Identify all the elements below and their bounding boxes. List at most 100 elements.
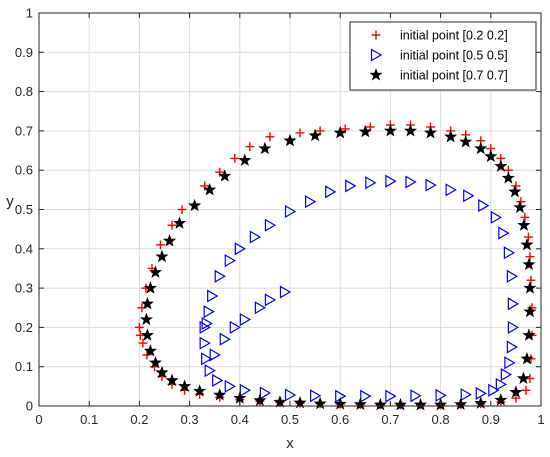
black-star-point: [283, 133, 297, 147]
blue-triangle-point: [488, 383, 500, 397]
blue-triangle-point: [239, 383, 252, 397]
black-star-point: [494, 159, 508, 172]
series-1: [199, 174, 520, 403]
x-tick-label: 0.9: [482, 412, 500, 427]
red-plus-point: [138, 338, 148, 348]
black-star-point: [403, 124, 418, 137]
blue-triangle-point: [435, 388, 447, 402]
red-plus-point: [177, 205, 187, 214]
legend-label: initial point [0.7 0.7]: [400, 69, 508, 83]
black-star-point: [193, 384, 207, 397]
black-star-point: [155, 365, 169, 379]
blue-triangle-point: [199, 320, 211, 334]
black-star-point: [203, 182, 217, 196]
blue-triangle-point: [325, 185, 337, 199]
black-star-point: [484, 149, 498, 163]
y-tick-label: 0: [26, 399, 33, 414]
black-star-point: [393, 397, 407, 411]
black-star-point: [188, 198, 202, 212]
legend-marker: [371, 30, 381, 40]
blue-triangle-point: [304, 195, 317, 209]
black-star-point: [233, 391, 247, 404]
blue-triangle-point: [385, 389, 397, 403]
red-plus-point: [526, 275, 536, 285]
blue-triangle-point: [284, 204, 297, 219]
red-plus-point: [511, 393, 521, 403]
black-star-point: [333, 126, 347, 139]
x-tick-label: 0.1: [80, 412, 98, 427]
blue-triangle-point: [203, 305, 215, 319]
blue-triangle-point: [264, 218, 277, 232]
blue-triangle-point: [234, 242, 246, 256]
blue-triangle-point: [201, 352, 213, 366]
blue-triangle-point: [264, 293, 277, 307]
legend: initial point [0.2 0.2] initial point [0.…: [349, 21, 537, 91]
black-star-point: [238, 153, 252, 166]
black-star-point: [308, 128, 322, 142]
blue-triangle-point: [284, 388, 297, 402]
blue-triangle-point: [199, 336, 211, 350]
y-tick-label: 0.4: [15, 241, 33, 256]
legend-item: initial point [0.7 0.7]: [369, 68, 508, 83]
series-2: [139, 124, 537, 411]
black-star-point: [444, 129, 458, 143]
black-star-point: [213, 388, 227, 401]
black-star-point: [353, 397, 367, 410]
blue-triangle-point: [360, 389, 372, 403]
blue-triangle-point: [207, 289, 219, 303]
red-plus-point: [525, 252, 535, 262]
blue-triangle-point: [204, 364, 216, 378]
black-star-point: [517, 218, 531, 231]
blue-triangle-point: [310, 389, 322, 403]
x-tick-label: 0.2: [130, 412, 148, 427]
blue-triangle-point: [506, 340, 519, 354]
x-axis-label: x: [286, 435, 294, 452]
black-star-point: [143, 344, 157, 357]
blue-triangle-point: [385, 174, 397, 188]
blue-triangle-point: [229, 320, 241, 334]
blue-triangle-point: [214, 269, 226, 283]
red-plus-point: [295, 128, 305, 138]
y-tick-label: 1: [26, 6, 33, 21]
y-tick-label: 0.6: [15, 163, 33, 178]
red-plus-point: [134, 322, 144, 332]
black-star-point: [140, 296, 154, 310]
red-plus-point: [167, 220, 177, 230]
x-tick-label: 1: [537, 412, 544, 427]
red-plus-point: [265, 132, 275, 142]
black-star-point: [513, 200, 527, 214]
legend-label: initial point [0.5 0.5]: [400, 49, 508, 63]
red-plus-point: [521, 385, 531, 395]
black-star-point: [148, 355, 162, 369]
x-tick-label: 0.6: [331, 412, 349, 427]
x-tick-label: 0: [35, 412, 42, 427]
red-plus-point: [245, 142, 255, 152]
legend-item: initial point [0.5 0.5]: [370, 48, 508, 63]
blue-triangle-point: [239, 312, 252, 327]
black-star-point: [173, 216, 187, 229]
black-star-point: [165, 373, 179, 387]
black-star-point: [508, 184, 522, 198]
x-tick-label: 0.5: [281, 412, 299, 427]
y-tick-label: 0.2: [15, 320, 33, 335]
black-star-point: [148, 265, 162, 278]
black-star-point: [501, 171, 515, 184]
blue-triangle-point: [506, 269, 519, 283]
black-star-point: [143, 281, 157, 294]
blue-triangle-point: [209, 348, 221, 362]
legend-item: initial point [0.2 0.2]: [371, 29, 508, 43]
blue-triangle-point: [224, 379, 236, 393]
x-tick-label: 0.4: [231, 412, 249, 427]
blue-triangle-point: [463, 189, 475, 203]
red-plus-point: [135, 330, 145, 340]
blue-triangle-point: [445, 183, 457, 197]
black-star-point: [424, 126, 438, 139]
black-star-point: [516, 371, 530, 385]
black-star-point: [474, 141, 488, 155]
blue-triangle-point: [425, 178, 437, 192]
black-star-point: [520, 238, 534, 251]
black-star-point: [522, 328, 536, 341]
blue-triangle-point: [365, 176, 377, 190]
blue-triangle-point: [224, 254, 236, 268]
